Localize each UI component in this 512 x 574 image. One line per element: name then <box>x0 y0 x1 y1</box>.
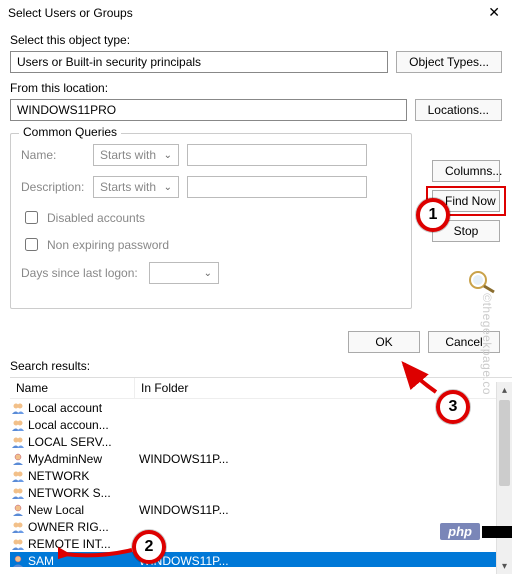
stop-button[interactable]: Stop <box>432 220 500 242</box>
chevron-down-icon: ⌄ <box>204 268 212 279</box>
name-label: Name: <box>21 148 85 162</box>
table-row[interactable]: SAMWINDOWS11P... <box>10 552 512 567</box>
row-name: Local account <box>28 401 135 415</box>
row-name: New Local <box>28 503 135 517</box>
table-row[interactable]: NETWORK <box>10 467 512 484</box>
user-icon <box>10 553 26 568</box>
table-row[interactable]: MyAdminNewWINDOWS11P... <box>10 450 512 467</box>
desc-value-input[interactable] <box>187 176 367 198</box>
row-name: OWNER RIG... <box>28 520 135 534</box>
window-title: Select Users or Groups <box>8 6 482 20</box>
table-row[interactable]: OWNER RIG... <box>10 518 512 535</box>
days-label: Days since last logon: <box>21 266 141 280</box>
description-label: Description: <box>21 180 85 194</box>
days-combo[interactable]: ⌄ <box>149 262 219 284</box>
chevron-down-icon: ⌄ <box>164 182 172 193</box>
group-icon <box>10 485 26 501</box>
column-folder-header[interactable]: In Folder <box>135 378 512 398</box>
location-input[interactable] <box>10 99 407 121</box>
row-name: NETWORK S... <box>28 486 135 500</box>
user-icon <box>10 502 26 518</box>
group-icon <box>10 519 26 535</box>
badge-line <box>482 526 512 538</box>
php-badge: php <box>440 523 480 540</box>
scroll-up-icon[interactable]: ▴ <box>497 382 512 398</box>
disabled-accounts-label: Disabled accounts <box>47 211 145 225</box>
group-icon <box>10 417 26 433</box>
row-folder: WINDOWS11P... <box>135 503 512 517</box>
column-name-header[interactable]: Name <box>10 378 135 398</box>
disabled-accounts-checkbox[interactable] <box>25 211 38 224</box>
row-name: LOCAL SERV... <box>28 435 135 449</box>
object-type-input[interactable] <box>10 51 388 73</box>
locations-button[interactable]: Locations... <box>415 99 502 121</box>
row-name: SAM <box>28 554 135 568</box>
table-row[interactable]: REMOTE INT... <box>10 535 512 552</box>
table-row[interactable]: NETWORK S... <box>10 484 512 501</box>
table-row[interactable]: Local accoun... <box>10 416 512 433</box>
search-icon <box>464 268 500 294</box>
scroll-thumb[interactable] <box>499 400 510 486</box>
ok-button[interactable]: OK <box>348 331 420 353</box>
location-label: From this location: <box>10 81 502 95</box>
desc-mode-combo[interactable]: Starts with⌄ <box>93 176 179 198</box>
group-icon <box>10 468 26 484</box>
non-expiring-label: Non expiring password <box>47 238 169 252</box>
close-icon[interactable]: ✕ <box>482 4 506 21</box>
group-icon <box>10 400 26 416</box>
search-results-label: Search results: <box>10 359 512 373</box>
name-mode-combo[interactable]: Starts with⌄ <box>93 144 179 166</box>
common-queries-legend: Common Queries <box>19 125 121 139</box>
row-name: REMOTE INT... <box>28 537 135 551</box>
group-icon <box>10 434 26 450</box>
name-value-input[interactable] <box>187 144 367 166</box>
table-row[interactable]: New LocalWINDOWS11P... <box>10 501 512 518</box>
object-types-button[interactable]: Object Types... <box>396 51 502 73</box>
results-scrollbar[interactable]: ▴ ▾ <box>496 382 512 574</box>
table-row[interactable]: LOCAL SERV... <box>10 433 512 450</box>
row-name: NETWORK <box>28 469 135 483</box>
find-now-button[interactable]: Find Now <box>432 190 500 212</box>
row-name: Local accoun... <box>28 418 135 432</box>
user-icon <box>10 451 26 467</box>
non-expiring-checkbox[interactable] <box>25 238 38 251</box>
scroll-down-icon[interactable]: ▾ <box>497 558 512 574</box>
object-type-label: Select this object type: <box>10 33 502 47</box>
group-icon <box>10 536 26 552</box>
row-folder: WINDOWS11P... <box>135 452 512 466</box>
row-folder: WINDOWS11P... <box>135 554 512 568</box>
row-name: MyAdminNew <box>28 452 135 466</box>
chevron-down-icon: ⌄ <box>164 150 172 161</box>
table-row[interactable]: Local account <box>10 399 512 416</box>
columns-button[interactable]: Columns... <box>432 160 500 182</box>
watermark-text: ©thegeekpage.co <box>480 293 494 395</box>
